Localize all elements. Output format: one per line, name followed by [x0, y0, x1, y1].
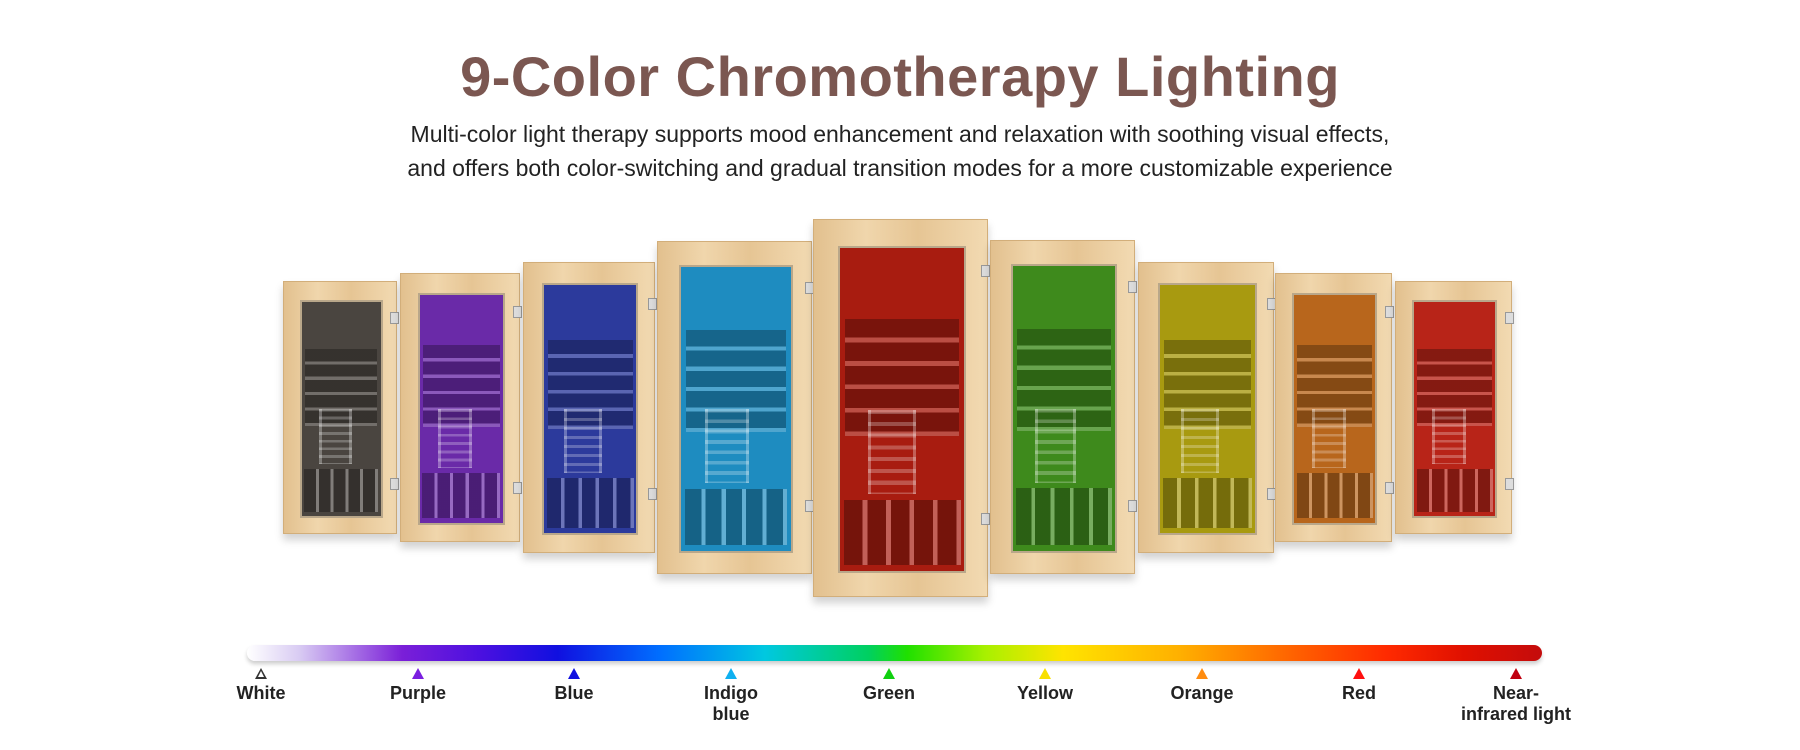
sauna-door-7: [1138, 262, 1276, 553]
triangle-marker-icon: [568, 668, 580, 679]
sauna-door-4: [657, 241, 814, 574]
sauna-door-1: [283, 281, 399, 534]
door-glass: [679, 265, 793, 554]
spectrum-label: Yellow: [1016, 683, 1074, 703]
spectrum-label: White: [236, 683, 286, 703]
spectrum-label: Indigo blue: [704, 683, 758, 724]
hinge-icon: [1505, 312, 1514, 325]
sauna-door-3: [523, 262, 657, 553]
sauna-door-9: [1395, 281, 1514, 534]
triangle-marker-icon: [255, 668, 267, 679]
triangle-marker-icon: [1353, 668, 1365, 679]
door-glass: [299, 299, 383, 518]
sauna-door-8: [1275, 273, 1394, 542]
door-glass: [1412, 299, 1498, 518]
hinge-icon: [1385, 482, 1394, 495]
hinge-icon: [513, 306, 522, 319]
sauna-door-5: [813, 219, 990, 597]
hinge-icon: [1128, 280, 1137, 293]
hinge-icon: [390, 477, 399, 490]
subtitle-line-2: and offers both color-switching and grad…: [407, 155, 1393, 181]
door-glass: [417, 292, 505, 525]
hinge-icon: [648, 488, 657, 501]
hinge-icon: [981, 265, 990, 278]
spectrum-label: Near- infrared light: [1460, 683, 1571, 724]
hinge-icon: [1128, 499, 1137, 512]
triangle-marker-icon: [1039, 668, 1051, 679]
door-glass: [1292, 292, 1378, 525]
spectrum-label: Purple: [389, 683, 446, 703]
door-glass: [542, 283, 639, 535]
spectrum-label: Orange: [1170, 683, 1234, 703]
hinge-icon: [1385, 306, 1394, 319]
triangle-marker-icon: [412, 668, 424, 679]
triangle-marker-icon: [1510, 668, 1522, 679]
hinge-icon: [648, 297, 657, 310]
hinge-icon: [390, 312, 399, 325]
triangle-marker-icon: [725, 668, 737, 679]
door-glass: [1011, 264, 1117, 554]
hinge-icon: [981, 513, 990, 526]
color-spectrum-bar: [247, 645, 1542, 661]
door-glass: [1157, 283, 1257, 535]
sauna-door-2: [400, 273, 522, 542]
hinge-icon: [513, 482, 522, 495]
sauna-door-6: [990, 240, 1137, 574]
subtitle-line-1: Multi-color light therapy supports mood …: [410, 121, 1390, 147]
triangle-marker-icon: [883, 668, 895, 679]
spectrum-label: Red: [1341, 683, 1376, 703]
page-title: 9-Color Chromotherapy Lighting: [460, 45, 1340, 108]
spectrum-label: Green: [862, 683, 916, 703]
spectrum-label: Blue: [554, 683, 594, 703]
door-glass: [838, 246, 967, 574]
hinge-icon: [1505, 477, 1514, 490]
triangle-marker-icon: [1196, 668, 1208, 679]
